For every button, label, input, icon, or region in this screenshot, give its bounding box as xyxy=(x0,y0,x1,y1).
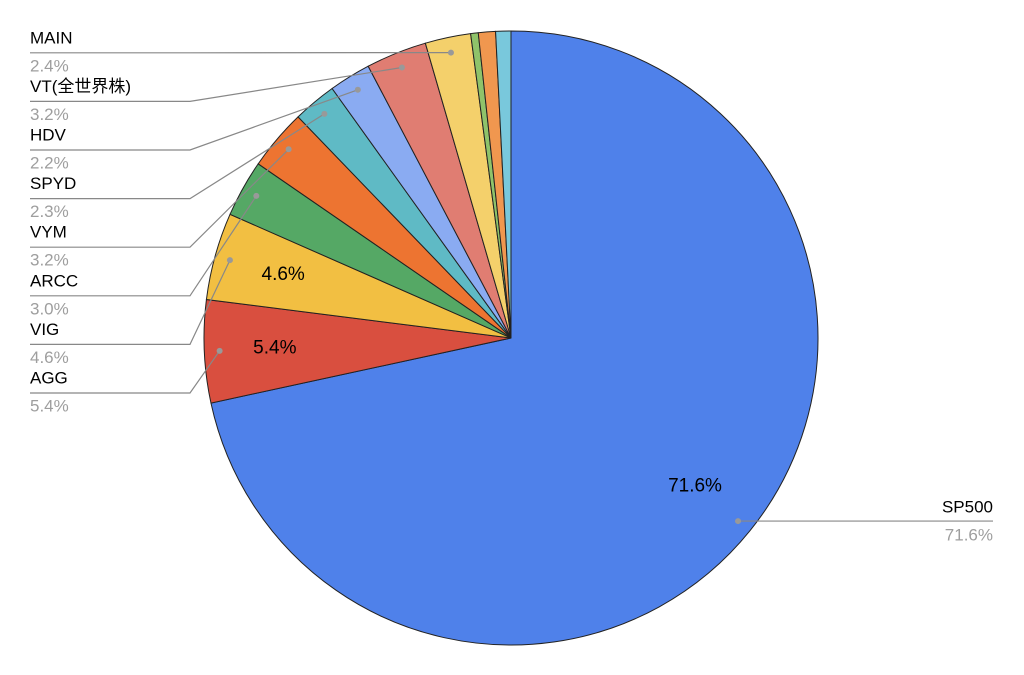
leader-dot xyxy=(253,192,260,199)
leader-dot xyxy=(447,49,454,56)
leader-line xyxy=(30,113,325,200)
slice-name: HDV xyxy=(30,125,67,144)
leader-dot xyxy=(398,64,405,71)
slice-label: 5.4% xyxy=(253,337,296,358)
slice-percent: 3.2% xyxy=(30,251,69,270)
slice-percent: 2.2% xyxy=(30,153,69,172)
leader-line xyxy=(30,66,403,102)
leader-dot xyxy=(226,257,233,264)
slice-percent: 4.6% xyxy=(30,348,69,367)
slice-percent: 71.6% xyxy=(945,526,993,545)
pie-slice xyxy=(210,30,819,646)
leader-dot xyxy=(285,146,292,153)
slice-percent: 3.2% xyxy=(30,105,69,124)
leader-dot xyxy=(216,347,223,354)
slice-label: 4.6% xyxy=(262,264,305,285)
slice-name: VIG xyxy=(30,320,59,339)
slice-name: SPYD xyxy=(30,174,76,193)
leader-dot xyxy=(321,110,328,117)
slice-percent: 2.4% xyxy=(30,56,69,75)
slice-label: 71.6% xyxy=(668,475,722,496)
leader-dot xyxy=(354,86,361,93)
slice-name: MAIN xyxy=(30,28,73,47)
leader-line xyxy=(30,148,290,248)
leader-line xyxy=(30,89,359,151)
slice-percent: 2.3% xyxy=(30,202,69,221)
leader-dot xyxy=(735,518,742,525)
leader-line xyxy=(30,195,257,297)
leader-line xyxy=(30,259,231,345)
slice-name: VYM xyxy=(30,223,67,242)
slice-name: AGG xyxy=(30,368,68,387)
slice-percent: 5.4% xyxy=(30,396,69,415)
slice-percent: 3.0% xyxy=(30,299,69,318)
slice-name: VT(全世界株) xyxy=(30,77,131,96)
slice-name: SP500 xyxy=(942,498,993,517)
pie-slice xyxy=(495,30,512,339)
slice-name: ARCC xyxy=(30,271,78,290)
leader-line xyxy=(30,350,221,394)
